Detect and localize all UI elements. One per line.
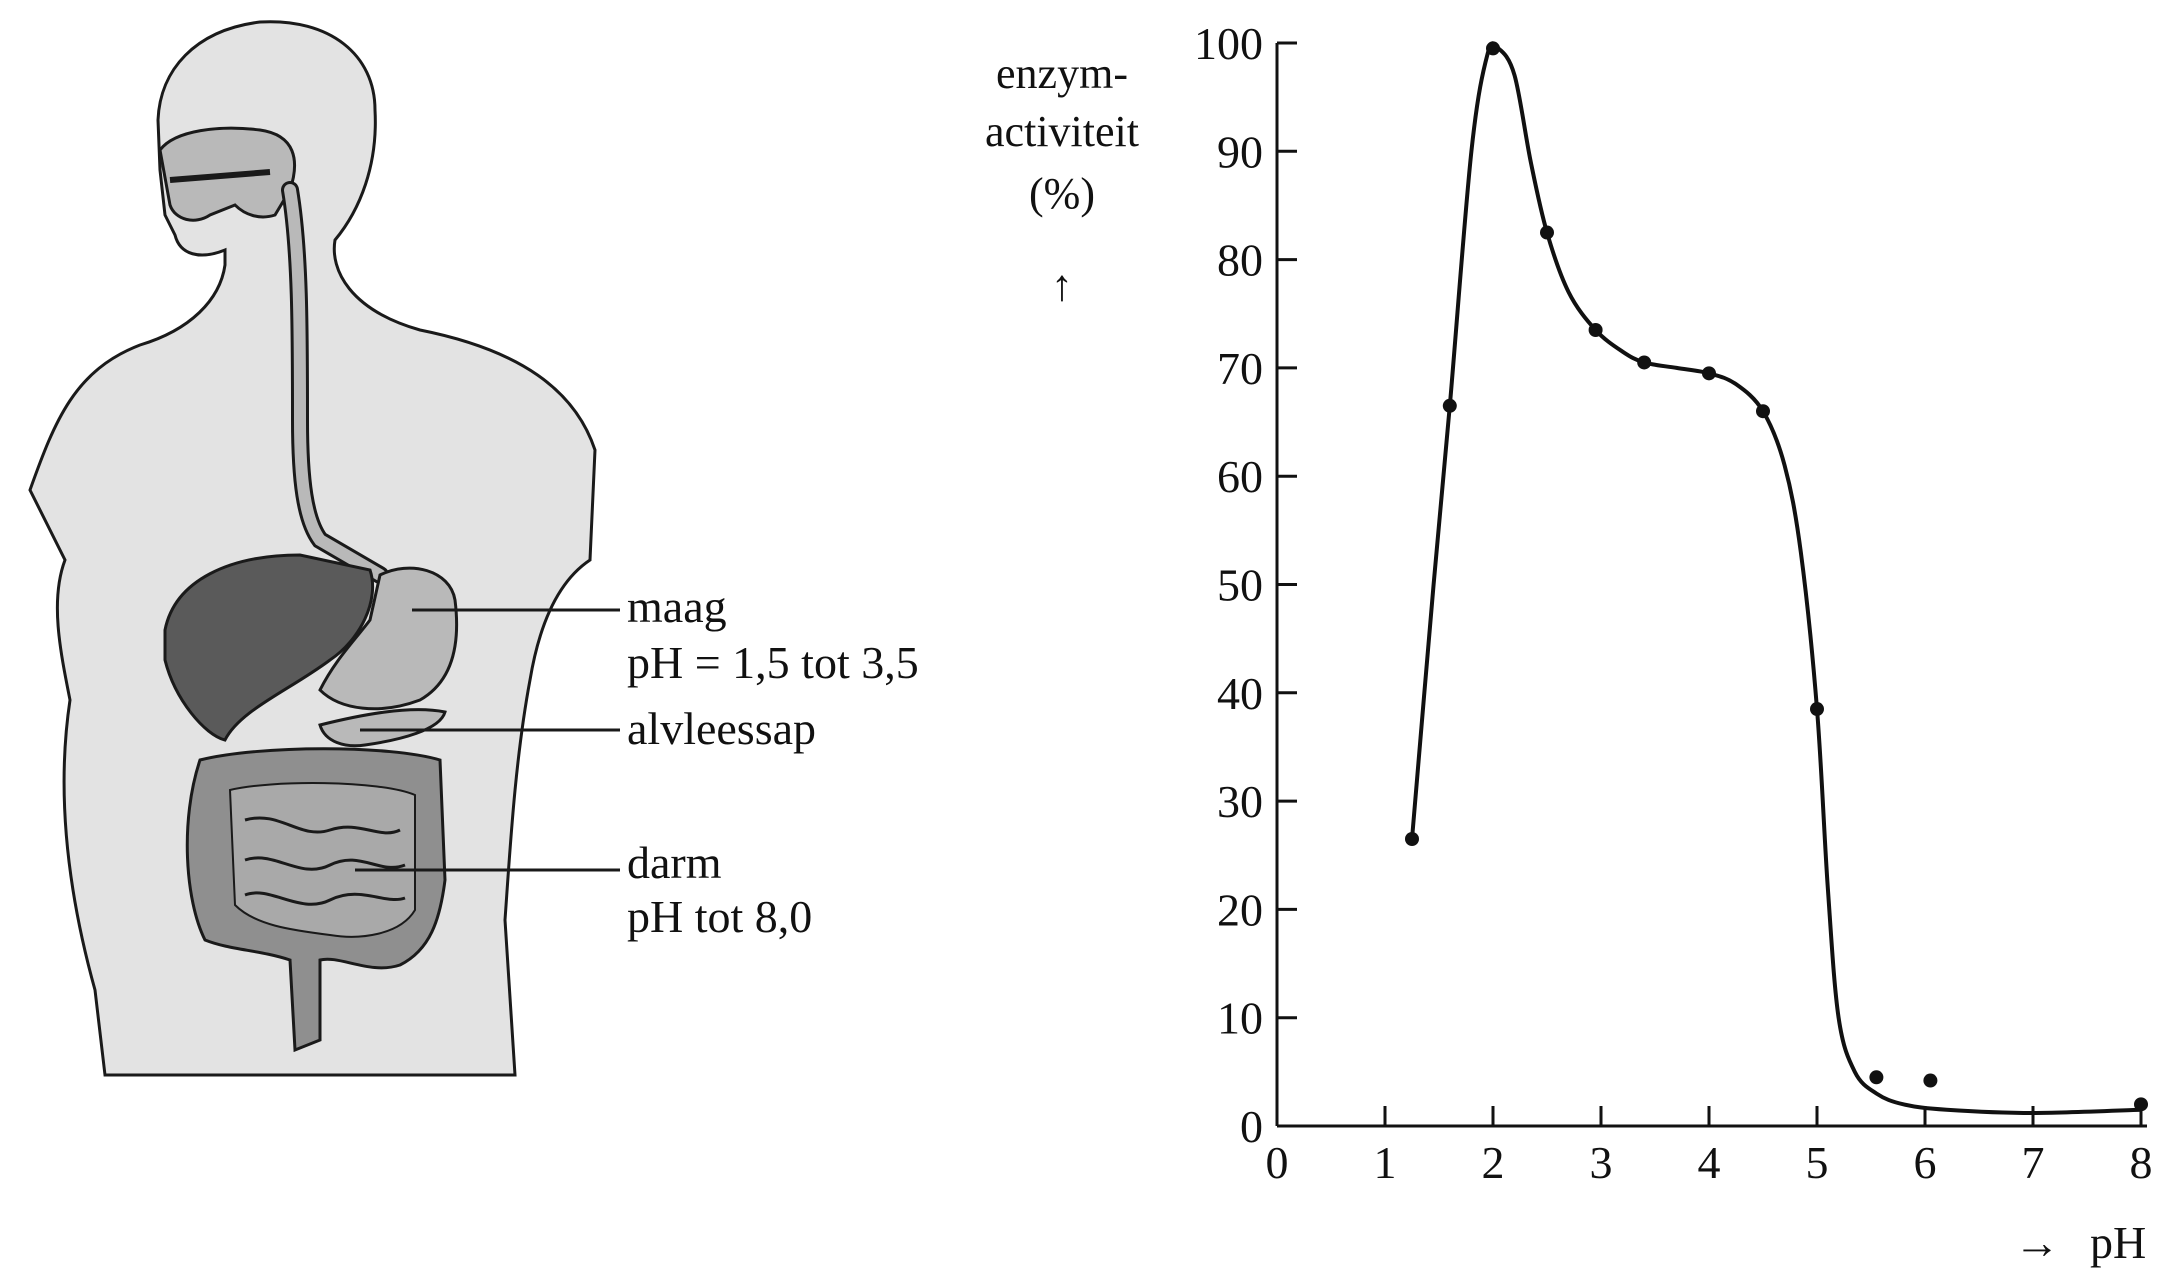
y-tick-label: 20 <box>1217 884 1263 935</box>
data-point <box>1810 702 1824 717</box>
intestine-coils <box>244 816 406 906</box>
data-point <box>1442 398 1457 413</box>
y-tick-label: 70 <box>1217 343 1263 394</box>
y-axis-label-line-3: (%) <box>1029 169 1095 218</box>
label-darm: darm <box>627 837 722 888</box>
y-tick-label: 40 <box>1217 668 1263 719</box>
y-tick-label: 50 <box>1217 560 1263 611</box>
label-maag: maag <box>627 581 727 632</box>
x-tick-label: 8 <box>2130 1137 2153 1188</box>
y-axis-label-arrow: ↑ <box>1051 261 1073 310</box>
x-axis-label: pH <box>2090 1217 2146 1268</box>
axes <box>1275 43 2147 1128</box>
y-tick-label: 100 <box>1194 18 1263 69</box>
label-alvleessap: alvleessap <box>627 703 816 754</box>
data-point <box>2134 1097 2148 1112</box>
data-point <box>1486 41 1500 56</box>
x-tick-label: 7 <box>2022 1137 2045 1188</box>
x-tick-label: 6 <box>1914 1137 1937 1188</box>
enzyme-activity-chart: enzym- activiteit (%) ↑ → pH 0 1 2 3 4 5 6 7 801… <box>985 18 2152 1268</box>
y-axis-label-line-1: enzym- <box>996 49 1128 98</box>
stomach <box>318 566 459 711</box>
y-tick-label: 30 <box>1217 776 1263 827</box>
x-axis-label-arrow: → <box>2014 1217 2060 1268</box>
x-tick-label: 0 <box>1266 1137 1289 1188</box>
small-intestine <box>228 782 416 938</box>
digestive-system-illustration: maag pH = 1,5 tot 3,5 alvleessap darm pH… <box>28 20 919 1077</box>
label-maag-ph: pH = 1,5 tot 3,5 <box>627 637 919 688</box>
activity-curve <box>1410 41 2142 1116</box>
x-tick-label: 2 <box>1482 1137 1505 1188</box>
y-tick-label: 90 <box>1217 126 1263 177</box>
x-tick-label: 1 <box>1374 1137 1397 1188</box>
data-point <box>1702 366 1716 381</box>
data-point <box>1405 832 1419 847</box>
pancreas <box>318 708 447 748</box>
data-point <box>1869 1070 1884 1085</box>
liver <box>163 553 375 742</box>
palate <box>169 169 271 183</box>
body-silhouette <box>28 20 597 1077</box>
data-point <box>1540 225 1554 240</box>
y-axis-label-line-2: activiteit <box>985 107 1139 156</box>
y-tick-label: 10 <box>1217 993 1263 1044</box>
y-tick-label: 80 <box>1217 235 1263 286</box>
curve-layer <box>1410 41 2142 1116</box>
data-point <box>1588 322 1603 337</box>
data-point <box>1756 404 1770 419</box>
x-tick-label: 4 <box>1698 1137 1721 1188</box>
x-tick-label: 5 <box>1806 1137 1829 1188</box>
data-point <box>1923 1073 1938 1088</box>
x-tick-label: 3 <box>1590 1137 1613 1188</box>
label-darm-ph: pH tot 8,0 <box>627 891 812 942</box>
y-tick-label: 60 <box>1217 451 1263 502</box>
y-tick-label: 0 <box>1240 1101 1263 1152</box>
data-points <box>1405 41 2148 1112</box>
esophagus-fill <box>284 184 386 581</box>
data-point <box>1637 355 1652 370</box>
